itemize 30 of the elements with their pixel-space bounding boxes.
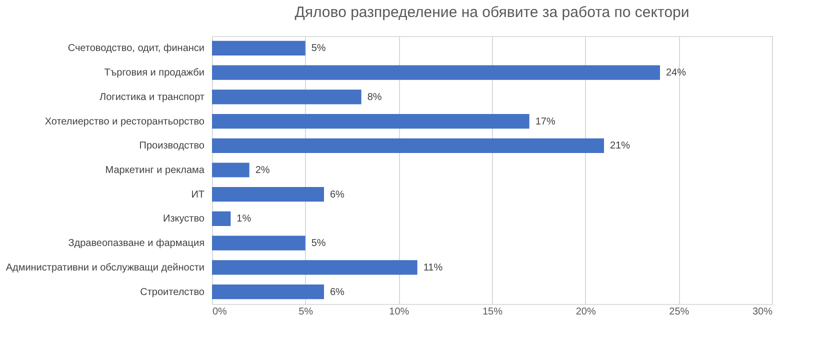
- y-tick-label: Хотелиерство и ресторантьорство: [44, 116, 205, 128]
- y-tick-label: Логистика и транспорт: [100, 92, 205, 103]
- y-tick-label: Здравеопазване и фармация: [68, 238, 204, 250]
- x-tick-label: 0%: [212, 306, 228, 318]
- y-tick-label: Изкуство: [163, 214, 205, 225]
- x-tick-label: 5%: [298, 306, 314, 318]
- y-tick-label: Счетоводство, одит, финанси: [68, 43, 204, 54]
- data-label: 5%: [311, 238, 326, 250]
- data-label: 8%: [367, 92, 382, 103]
- data-label: 1%: [236, 214, 252, 225]
- data-label: 24%: [666, 68, 686, 79]
- chart-title: Дялово разпределение на обявите за работа по сектори: [294, 4, 690, 21]
- y-tick-label: Строителство: [140, 286, 205, 298]
- x-tick-label: 15%: [482, 306, 503, 318]
- x-tick-label: 25%: [669, 306, 690, 318]
- y-tick-label: ИТ: [191, 189, 204, 200]
- y-tick-label: Административни и обслужващи дейности: [6, 262, 204, 274]
- data-label: 17%: [535, 116, 556, 128]
- x-tick-label: 10%: [389, 306, 410, 318]
- x-tick-label: 20%: [576, 306, 596, 318]
- x-tick-label: 30%: [752, 306, 773, 318]
- data-label: 6%: [330, 189, 345, 200]
- y-tick-label: Маркетинг и реклама: [105, 165, 205, 176]
- data-label: 11%: [423, 262, 443, 274]
- y-tick-label: Търговия и продажби: [104, 68, 204, 79]
- data-label: 21%: [610, 140, 630, 152]
- data-label: 6%: [330, 286, 345, 298]
- data-label: 5%: [311, 43, 326, 54]
- data-label: 2%: [255, 165, 270, 176]
- y-tick-label: Производство: [139, 140, 205, 152]
